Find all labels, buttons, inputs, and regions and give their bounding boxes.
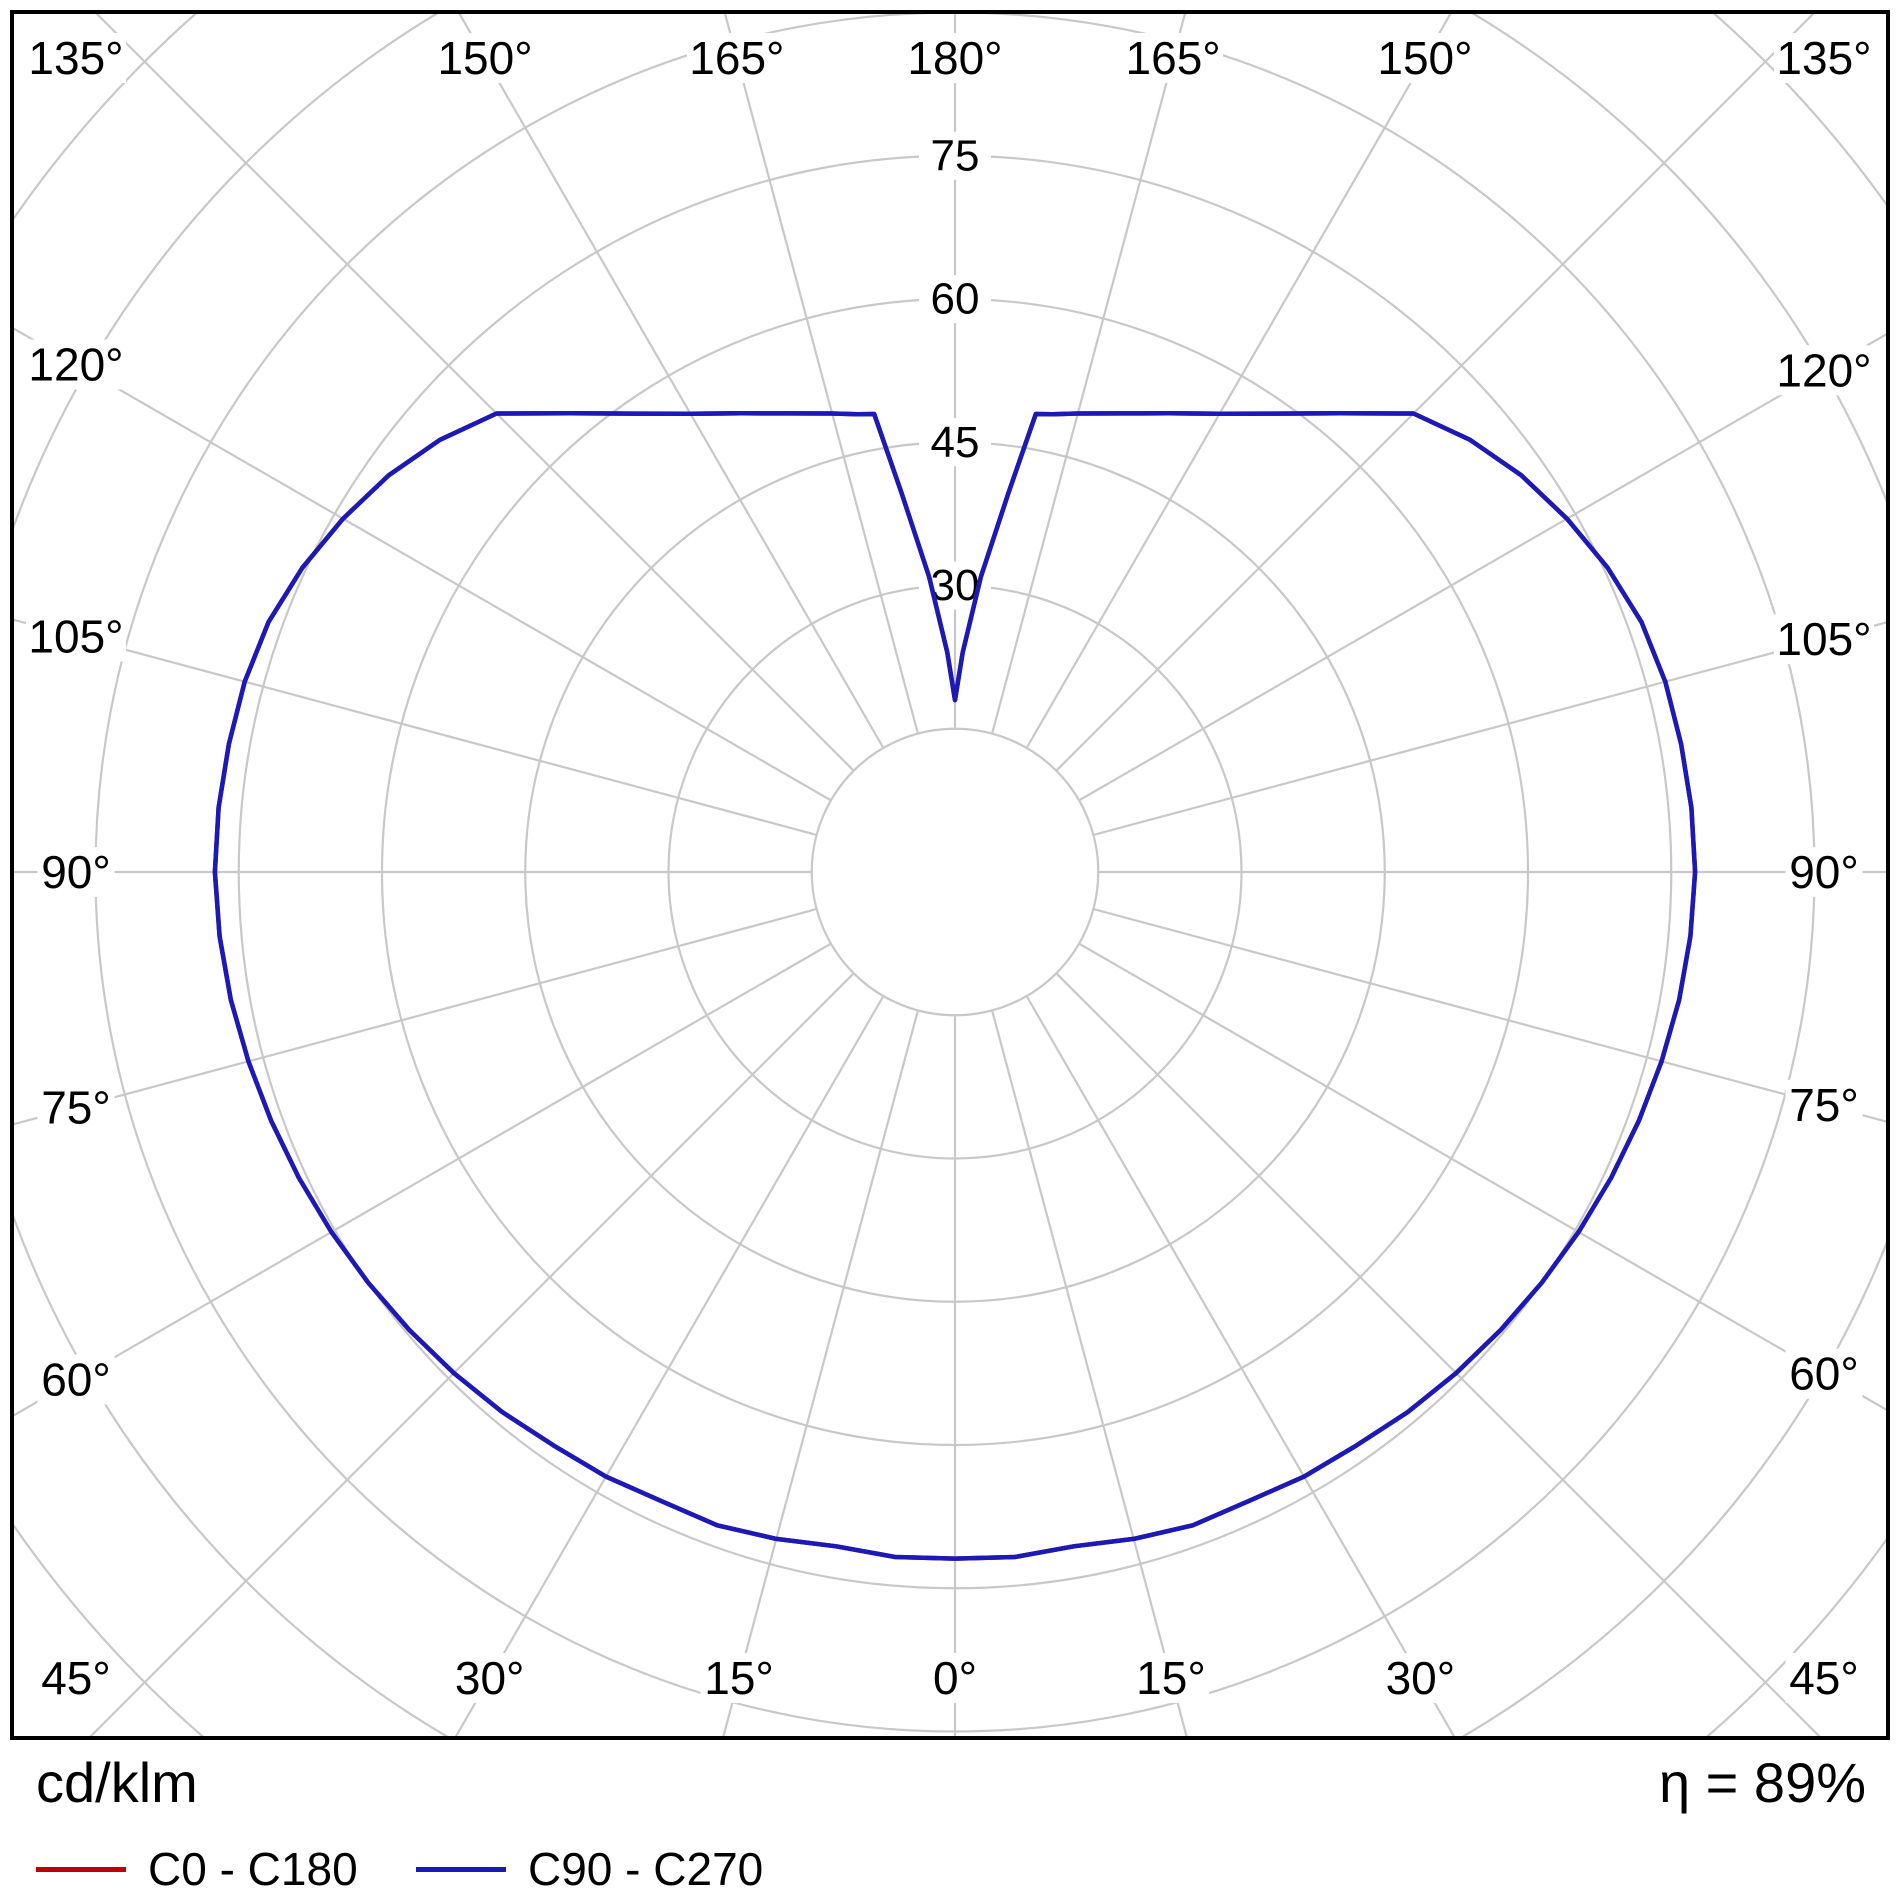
polar-plot-frame: 0° 15° 30° 45° 60° 75° 90° 105° 120° 135° 150° 165°… <box>10 10 1890 1740</box>
svg-text:60: 60 <box>931 275 980 324</box>
legend-item-c90-c270: C90 - C270 <box>416 1842 763 1896</box>
svg-text:60°: 60° <box>41 1353 111 1405</box>
svg-text:165°: 165° <box>1126 32 1221 84</box>
svg-text:0°: 0° <box>933 1652 977 1704</box>
angle-labels: 0° 15° 30° 45° 60° 75° 90° 105° 120° 135° 150° 165°… <box>26 32 1874 1704</box>
svg-text:60°: 60° <box>1789 1348 1859 1400</box>
svg-text:45°: 45° <box>1789 1652 1859 1704</box>
svg-text:120°: 120° <box>28 339 123 391</box>
radial-value-labels: 30 45 60 75 <box>919 131 991 610</box>
svg-text:135°: 135° <box>28 32 123 84</box>
svg-text:75°: 75° <box>41 1082 111 1134</box>
svg-text:75°: 75° <box>1789 1079 1859 1131</box>
svg-text:30°: 30° <box>1386 1652 1456 1704</box>
svg-text:135°: 135° <box>1776 32 1871 84</box>
legend-swatch-c0-c180 <box>36 1866 126 1872</box>
svg-text:105°: 105° <box>1776 613 1871 665</box>
svg-text:45°: 45° <box>41 1652 111 1704</box>
svg-text:45: 45 <box>931 418 980 467</box>
svg-text:75: 75 <box>931 131 980 180</box>
units-label: cd/klm <box>36 1751 198 1814</box>
polar-grid <box>14 14 1886 1736</box>
svg-text:150°: 150° <box>1377 32 1472 84</box>
curve-c90-c270 <box>212 411 1698 1561</box>
svg-text:165°: 165° <box>689 32 784 84</box>
svg-text:180°: 180° <box>907 32 1002 84</box>
svg-text:105°: 105° <box>28 610 123 662</box>
legend-label-c0-c180: C0 - C180 <box>148 1843 358 1895</box>
legend-item-c0-c180: C0 - C180 <box>36 1842 358 1896</box>
legend-label-c90-c270: C90 - C270 <box>528 1843 764 1895</box>
svg-text:15°: 15° <box>1136 1652 1206 1704</box>
svg-text:15°: 15° <box>704 1652 774 1704</box>
svg-text:150°: 150° <box>437 32 532 84</box>
svg-text:90°: 90° <box>41 846 111 898</box>
efficiency-label: η = 89% <box>1658 1751 1866 1814</box>
svg-text:90°: 90° <box>1789 846 1859 898</box>
svg-text:30: 30 <box>931 561 980 610</box>
svg-text:30°: 30° <box>455 1652 525 1704</box>
legend-swatch-c90-c270 <box>416 1866 506 1872</box>
svg-text:120°: 120° <box>1776 344 1871 396</box>
polar-chart-svg: 0° 15° 30° 45° 60° 75° 90° 105° 120° 135° 150° 165°… <box>14 14 1886 1736</box>
